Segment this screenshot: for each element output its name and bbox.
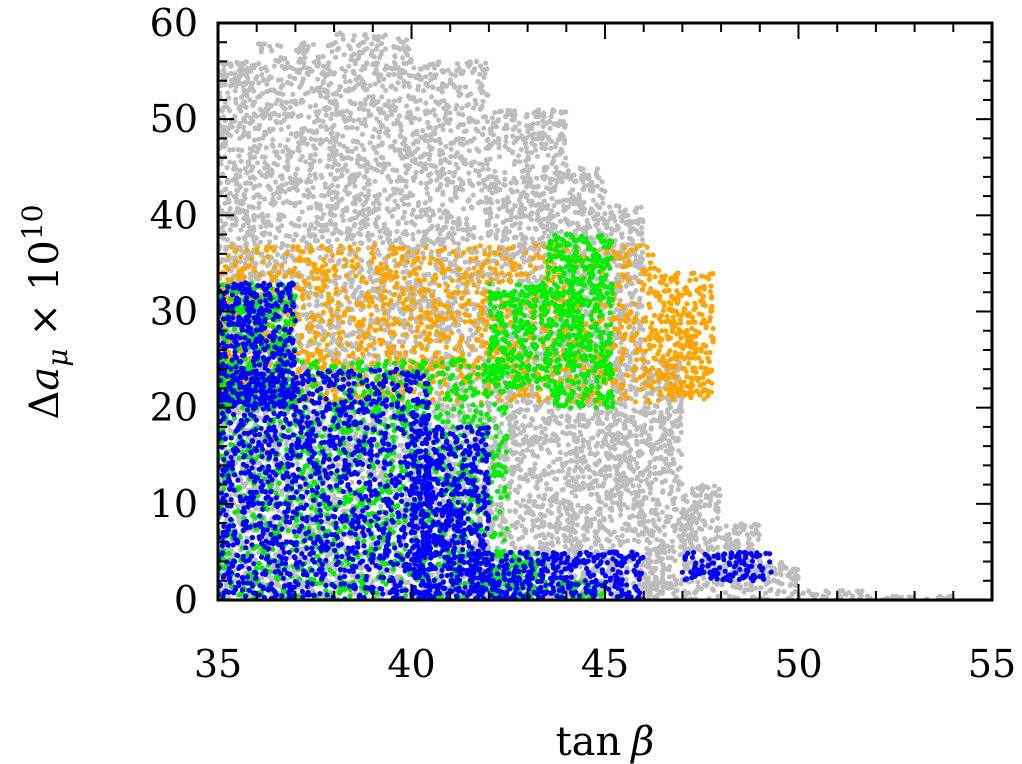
x-tick-label: 50 [774,642,822,686]
y-tick-label: 60 [150,1,198,45]
series-3-cluster-1 [218,280,298,411]
y-tick-label: 40 [150,193,198,237]
y-tick-label: 30 [150,290,198,334]
x-tick-label: 45 [581,642,629,686]
series-2-cluster-4 [486,280,550,391]
series-3 [218,280,774,600]
series-0-cluster-11 [796,587,873,600]
x-axis-title: tan β [556,719,655,764]
y-tick-label: 0 [174,578,198,622]
x-tick-label: 55 [968,642,1016,686]
y-tick-label: 20 [150,386,198,430]
series-3-cluster-4 [679,549,774,584]
y-axis-title: Δaμ×1010 [16,204,74,419]
y-tick-labels: 0 10 20 30 40 50 60 [150,1,198,622]
x-tick-labels: 35 40 45 50 55 [194,642,1016,686]
series-3-cluster-3 [467,549,647,600]
series-0-cluster-8 [679,482,724,600]
y-tick-label: 10 [150,482,198,526]
plot-frame [216,21,994,602]
data-points [218,30,955,600]
x-tick-label: 35 [194,642,242,686]
series-3-cluster-2 [408,424,492,600]
x-tick-label: 40 [387,642,435,686]
series-0-cluster-7 [641,358,685,600]
y-tick-label: 50 [150,97,198,141]
series-2-cluster-3 [544,232,616,411]
series-1-cluster-1 [656,270,716,402]
